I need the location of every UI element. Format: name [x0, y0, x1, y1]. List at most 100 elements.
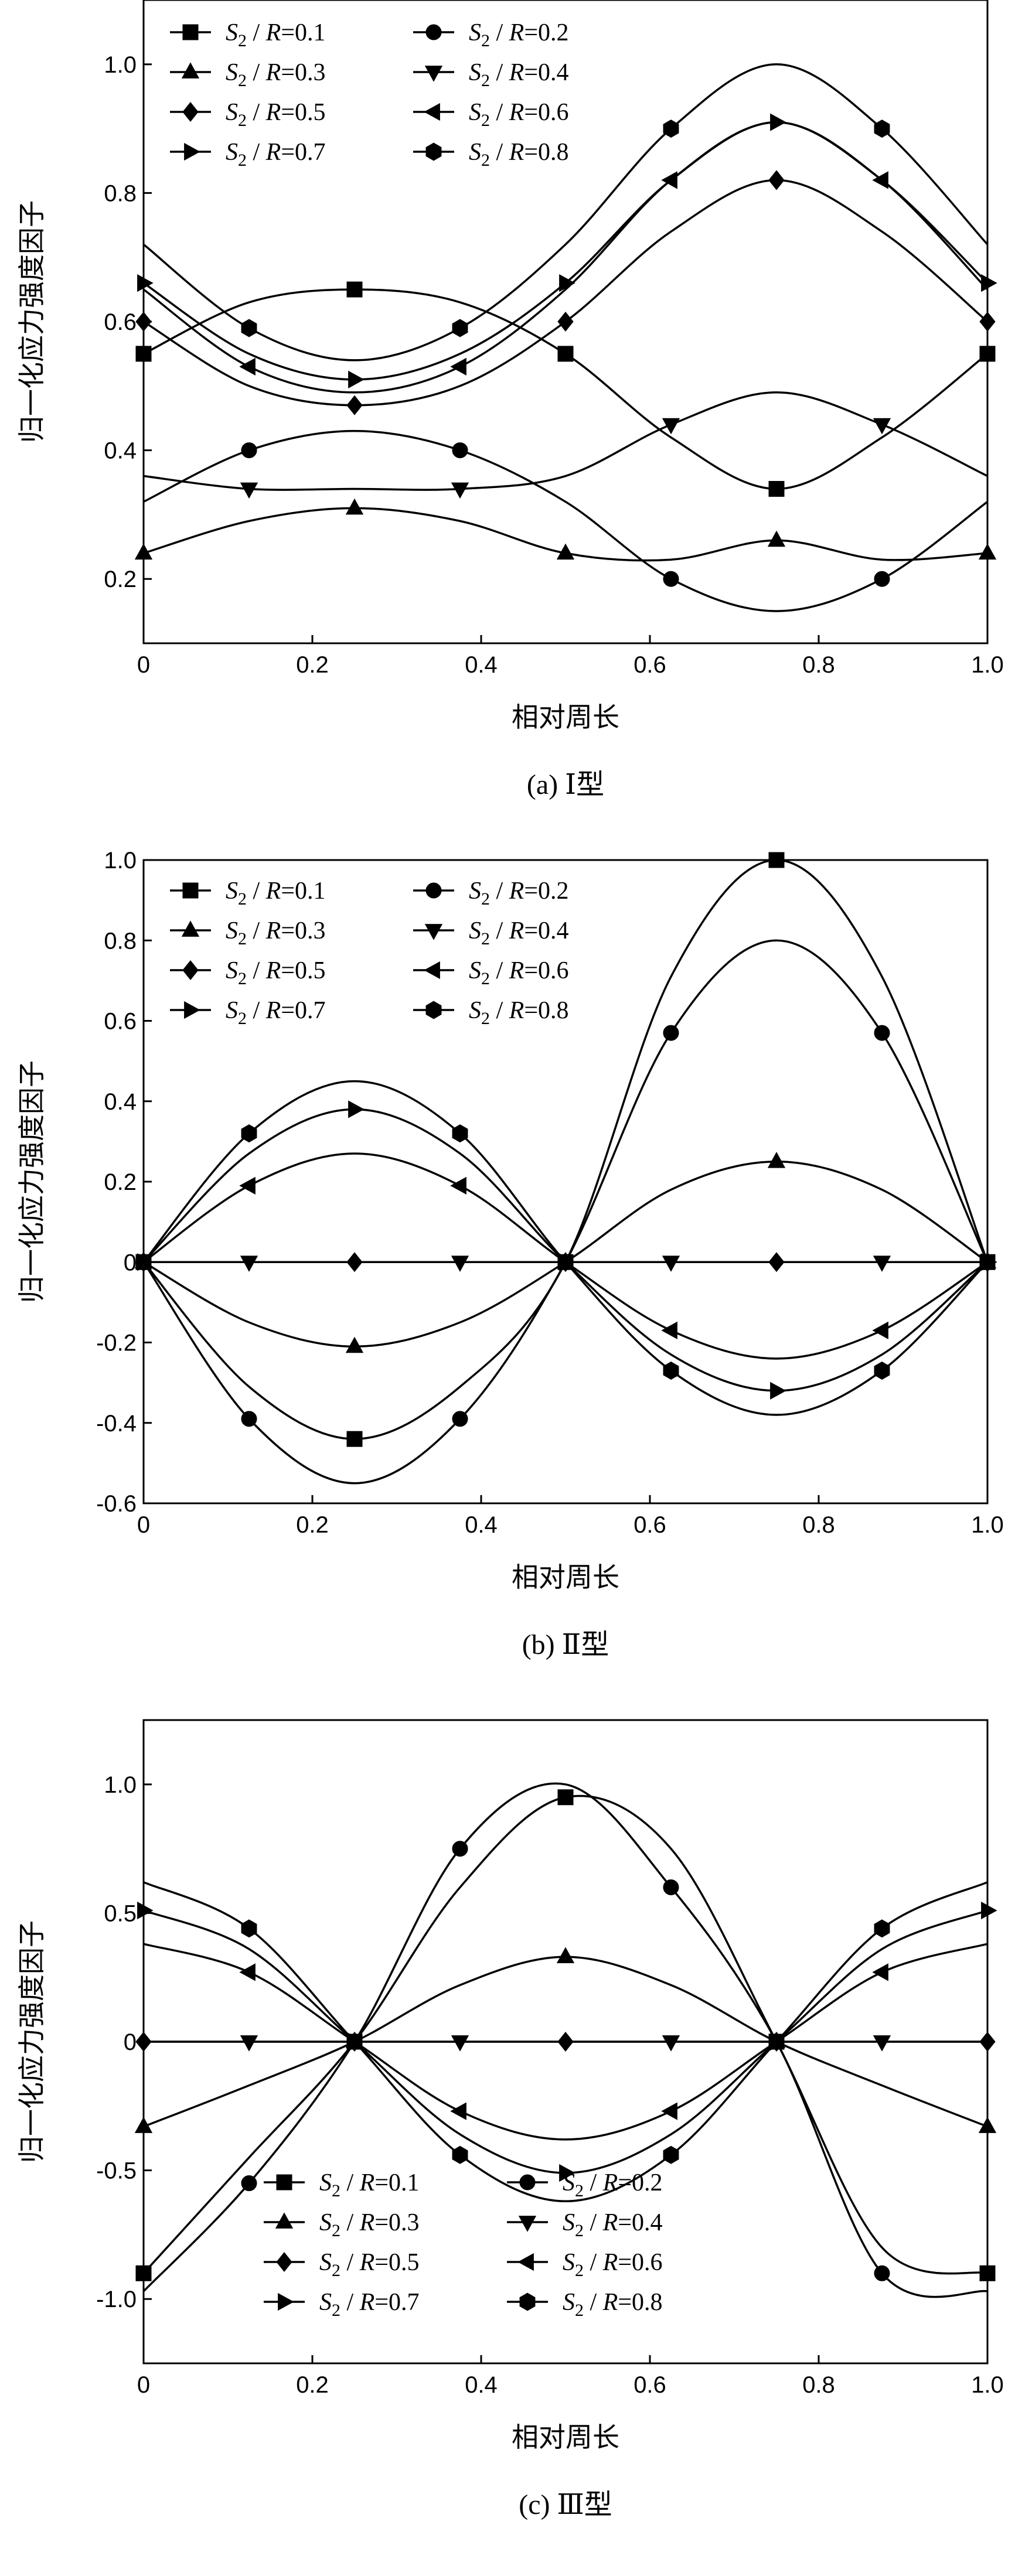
data-point-marker	[239, 1176, 256, 1195]
data-point-marker	[873, 418, 891, 435]
panel-caption: (a) Ⅰ型	[527, 769, 604, 800]
x-tick-label: 1.0	[971, 1512, 1004, 1538]
data-point-marker	[557, 2031, 574, 2052]
y-tick-label: 0.4	[104, 1089, 137, 1115]
series-line	[143, 121, 989, 381]
data-point-marker	[135, 2265, 152, 2281]
data-point-marker	[425, 24, 442, 40]
data-point-marker	[137, 1901, 154, 1920]
y-axis-label: 归一化应力强度因子	[16, 200, 47, 443]
data-point-marker	[135, 2031, 152, 2052]
data-point-marker	[451, 482, 469, 499]
data-point-marker	[184, 142, 200, 161]
x-tick-label: 0.6	[633, 1512, 666, 1538]
data-point-marker	[874, 1919, 890, 1938]
data-point-marker	[424, 924, 443, 940]
data-point-marker	[184, 1001, 200, 1019]
y-tick-label: 1.0	[104, 1772, 137, 1798]
y-tick-label: 0.2	[104, 567, 137, 592]
x-tick-label: 0.6	[633, 652, 666, 678]
data-point-marker	[979, 2265, 996, 2281]
data-point-marker	[559, 1253, 575, 1271]
data-point-marker	[873, 2035, 891, 2052]
data-point-marker	[241, 442, 257, 459]
data-point-marker	[275, 2212, 294, 2229]
data-point-marker	[662, 418, 680, 435]
series-line	[142, 1080, 989, 1416]
x-tick-label: 0.8	[802, 652, 835, 678]
y-axis: 0.2 0.4 0.6 0.8 1.0	[104, 52, 152, 592]
series-line	[143, 179, 989, 407]
data-point-marker	[981, 1901, 997, 1920]
data-point-marker	[425, 1001, 442, 1019]
data-point-marker	[181, 920, 200, 937]
data-point-marker	[241, 1919, 257, 1938]
panel-c: 0 0.2 0.4 0.6 0.8 1.0 -1.0 -0.5 0 0.5 1.0 S2 / R=…	[16, 1719, 1004, 2520]
x-axis: 0 0.2 0.4 0.6 0.8 1.0	[137, 635, 1004, 678]
panel-caption: (b) Ⅱ型	[522, 1629, 609, 1660]
x-axis-label: 相对周长	[512, 2421, 619, 2453]
legend-label: S2 / R=0.6	[563, 2249, 663, 2280]
data-point-marker	[451, 1255, 469, 1272]
data-point-marker	[276, 2174, 292, 2191]
y-tick-label: 0.6	[104, 309, 137, 335]
data-point-marker	[663, 571, 679, 587]
data-point-marker	[452, 442, 468, 459]
data-point-marker	[663, 2145, 679, 2164]
data-point-marker	[559, 2164, 575, 2182]
y-axis-label: 归一化应力强度因子	[16, 1920, 47, 2163]
data-point-marker	[557, 1789, 574, 1806]
data-point-marker	[981, 274, 997, 292]
series-line	[143, 429, 989, 612]
y-tick-label: -0.4	[96, 1411, 137, 1437]
series-lines	[134, 63, 997, 612]
data-point-marker	[768, 852, 785, 868]
data-point-marker	[348, 1100, 365, 1118]
x-tick-label: 0.2	[296, 652, 329, 678]
data-point-marker	[661, 2102, 677, 2120]
data-point-marker	[768, 170, 785, 190]
legend-label: S2 / R=0.4	[563, 2209, 663, 2240]
x-tick-label: 1.0	[971, 652, 1004, 678]
x-tick-label: 1.0	[971, 2372, 1004, 2398]
y-tick-label: -0.2	[96, 1330, 137, 1356]
series-line	[142, 63, 989, 361]
y-tick-label: 1.0	[104, 52, 137, 78]
data-point-marker	[425, 882, 442, 899]
data-point-marker	[770, 113, 786, 131]
data-point-marker	[240, 1255, 258, 1272]
x-tick-label: 0.8	[802, 1512, 835, 1538]
data-point-marker	[662, 2035, 680, 2052]
data-point-marker	[767, 1152, 786, 1168]
data-point-marker	[452, 1124, 468, 1143]
data-point-marker	[452, 1841, 468, 1857]
data-point-marker	[556, 1947, 575, 1963]
data-point-marker	[450, 1176, 466, 1195]
y-tick-label: -0.6	[96, 1491, 137, 1517]
x-tick-label: 0.6	[633, 2372, 666, 2398]
x-tick-label: 0	[137, 1512, 150, 1538]
data-point-marker	[240, 2035, 258, 2052]
y-tick-label: 0	[124, 1250, 137, 1275]
data-point-marker	[663, 1025, 679, 1041]
series-lines	[134, 852, 997, 1485]
data-point-marker	[451, 2035, 469, 2052]
data-point-marker	[424, 961, 440, 980]
data-point-marker	[661, 1321, 677, 1340]
data-point-marker	[872, 1321, 888, 1340]
legend-label: S2 / R=0.5	[319, 2249, 420, 2280]
legend-label: S2 / R=0.4	[469, 59, 569, 90]
y-tick-label: 0.2	[104, 1169, 137, 1195]
legend-label: S2 / R=0.2	[469, 878, 569, 909]
x-tick-label: 0.4	[465, 652, 498, 678]
data-point-marker	[450, 357, 466, 376]
y-tick-label: 0.6	[104, 1009, 137, 1035]
data-point-marker	[182, 24, 199, 40]
data-point-marker	[346, 1431, 363, 1447]
x-tick-label: 0.8	[802, 2372, 835, 2398]
data-point-marker	[874, 2265, 890, 2281]
data-point-marker	[346, 1252, 363, 1272]
series-line	[142, 859, 989, 1440]
data-point-marker	[276, 2251, 292, 2273]
data-point-marker	[134, 2117, 153, 2133]
